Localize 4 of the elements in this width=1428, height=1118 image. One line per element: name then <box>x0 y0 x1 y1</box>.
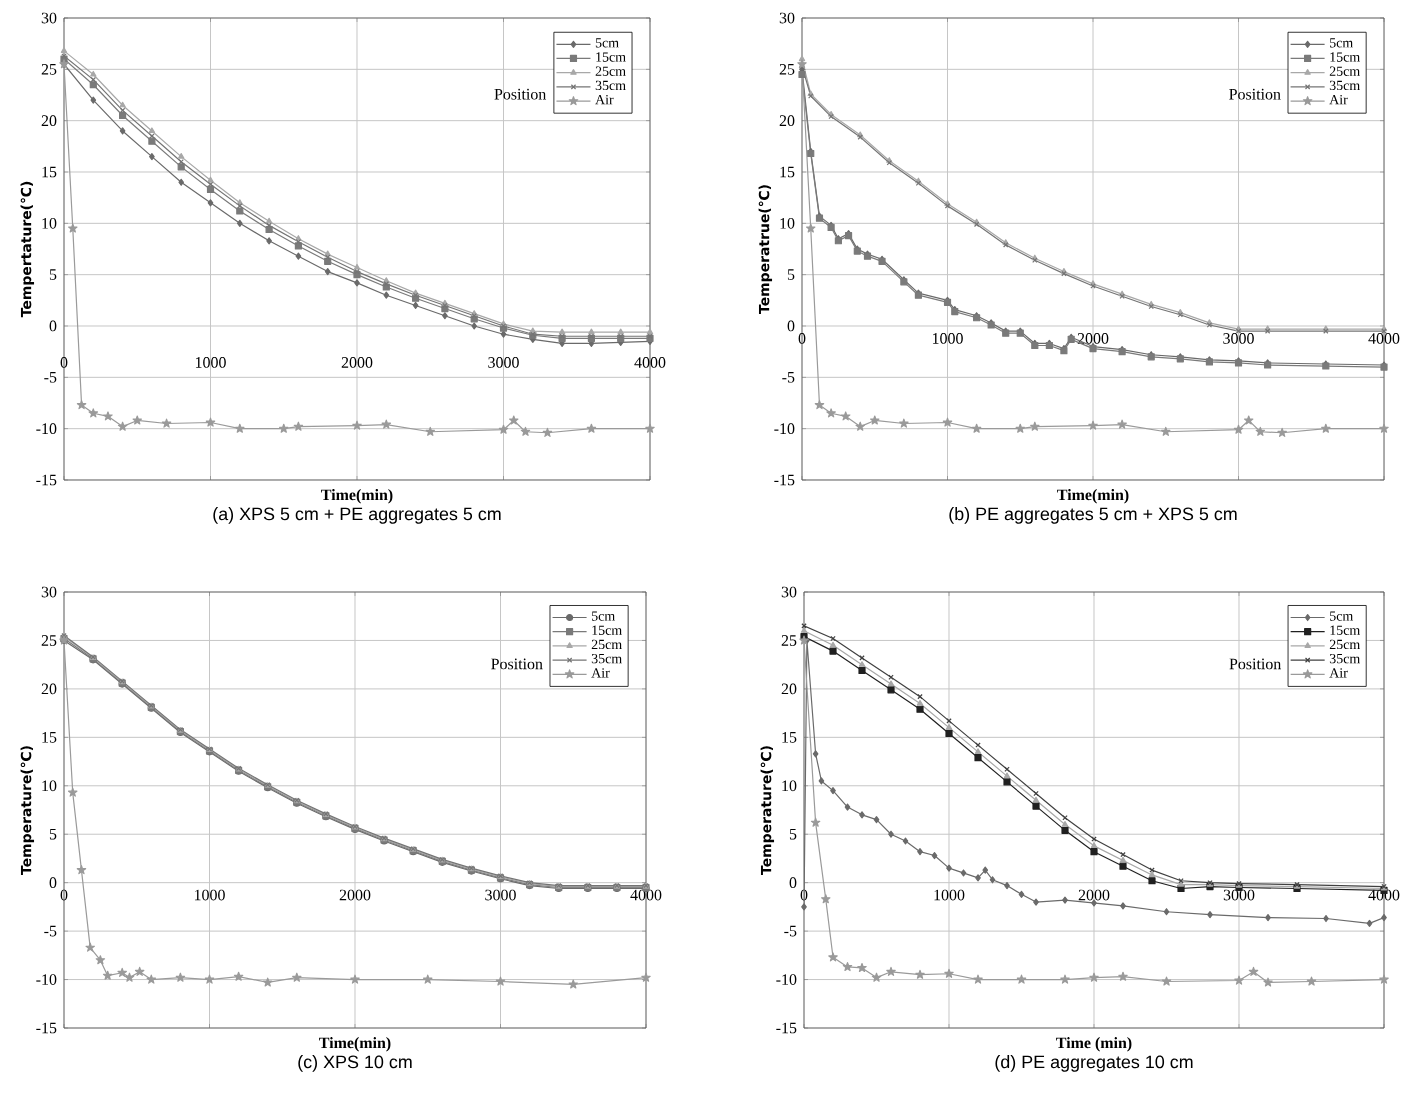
text: (c) XPS 10 cm <box>298 1055 412 1072</box>
text: (b) PE aggregates 5 cm + XPS 5 cm <box>949 507 1237 524</box>
text: (a) XPS 5 cm + PE aggregates 5 cm <box>213 507 501 524</box>
text: (d) PE aggregates 10 cm <box>995 1055 1193 1072</box>
